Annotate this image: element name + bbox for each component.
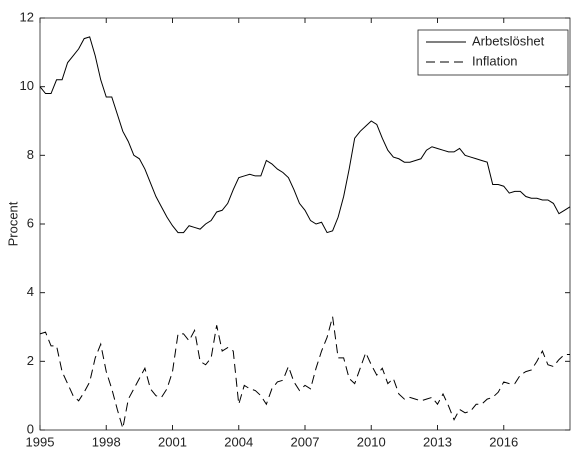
legend-box xyxy=(417,29,569,76)
x-tick-label: 2007 xyxy=(291,434,320,449)
line-series xyxy=(39,316,570,429)
x-tick-label: 1995 xyxy=(26,434,55,449)
x-tick-label: 2016 xyxy=(489,434,518,449)
line-series xyxy=(39,36,571,234)
y-tick-label: 8 xyxy=(27,147,34,162)
legend-label: Arbetslöshet xyxy=(472,33,545,48)
y-axis-label: Procent xyxy=(5,201,20,246)
legend-label: Inflation xyxy=(472,53,518,68)
x-tick-label: 1998 xyxy=(92,434,121,449)
y-tick-label: 12 xyxy=(20,9,34,24)
y-tick-label: 4 xyxy=(27,284,34,299)
axes-box xyxy=(39,17,571,431)
y-tick-label: 6 xyxy=(27,215,34,230)
x-tick-label: 2001 xyxy=(158,434,187,449)
y-tick-label: 0 xyxy=(27,421,34,436)
x-tick-label: 2010 xyxy=(357,434,386,449)
x-tick-label: 2013 xyxy=(423,434,452,449)
y-tick-label: 10 xyxy=(20,78,34,93)
y-tick-label: 2 xyxy=(27,353,34,368)
x-tick-label: 2004 xyxy=(224,434,253,449)
